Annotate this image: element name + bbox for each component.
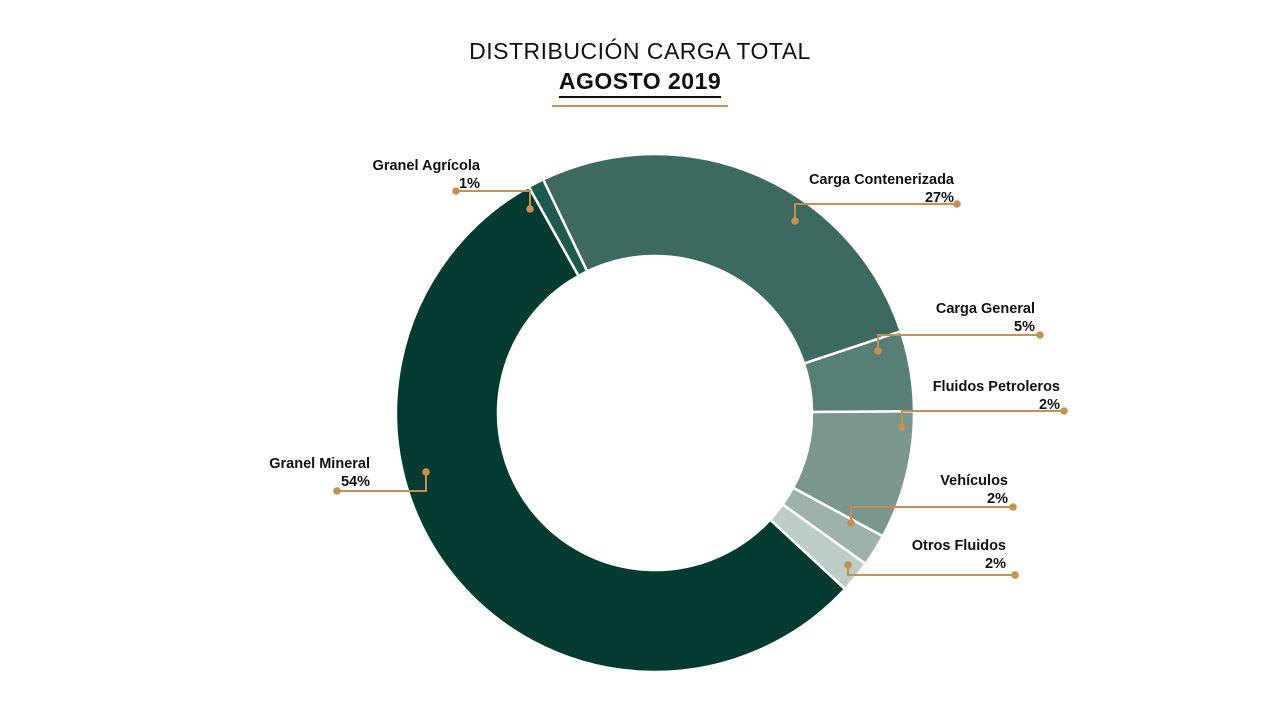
leader-line-6 (337, 472, 427, 492)
leader-line-0 (456, 190, 531, 209)
leader-anchor-dot-6 (422, 468, 430, 476)
leader-line-1 (794, 203, 957, 221)
slice-label-name-4: Vehículos (940, 473, 1008, 489)
leader-anchor-dot-1 (791, 217, 799, 225)
leader-end-dot-4 (1009, 503, 1017, 511)
slice-label-value-5: 2% (985, 556, 1006, 572)
slice-label-value-2: 5% (1014, 319, 1035, 335)
leader-line-3 (901, 410, 1064, 427)
slice-label-name-5: Otros Fluidos (912, 538, 1006, 554)
leader-end-dot-6 (333, 487, 341, 495)
leader-anchor-dot-5 (844, 561, 852, 569)
chart-title: DISTRIBUCIÓN CARGA TOTAL (469, 38, 811, 64)
leader-end-dot-3 (1060, 407, 1068, 415)
leader-line-4 (850, 506, 1013, 523)
leader-anchor-dot-0 (526, 205, 534, 213)
slice-label-name-0: Granel Agrícola (373, 158, 481, 174)
slice-label-value-6: 54% (341, 474, 370, 490)
chart-subtitle: AGOSTO 2019 (558, 66, 722, 98)
slice-label-value-4: 2% (987, 491, 1008, 507)
leader-anchor-dot-4 (847, 519, 855, 527)
slice-label-value-1: 27% (925, 190, 954, 206)
slice-label-name-3: Fluidos Petroleros (933, 379, 1060, 395)
slice-label-value-3: 2% (1039, 397, 1060, 413)
slice-label-name-2: Carga General (936, 301, 1035, 317)
donut-slice-6 (394, 185, 847, 674)
donut-slice-1 (541, 152, 903, 366)
slice-label-name-1: Carga Contenerizada (809, 172, 955, 188)
leader-line-2 (877, 334, 1040, 351)
title-underline (552, 105, 728, 107)
slice-label-name-6: Granel Mineral (269, 456, 370, 472)
leader-anchor-dot-2 (874, 347, 882, 355)
leader-end-dot-1 (953, 200, 961, 208)
chart-title-block: DISTRIBUCIÓN CARGA TOTAL AGOSTO 2019 (0, 36, 1280, 107)
leader-end-dot-2 (1036, 331, 1044, 339)
leader-end-dot-5 (1011, 571, 1019, 579)
leader-end-dot-0 (452, 187, 460, 195)
leader-anchor-dot-3 (898, 423, 906, 431)
slice-label-value-0: 1% (459, 176, 480, 192)
